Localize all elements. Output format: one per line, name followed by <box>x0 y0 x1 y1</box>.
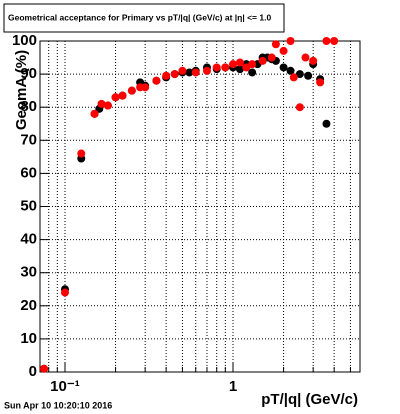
data-point <box>295 70 304 79</box>
data-point <box>127 86 136 95</box>
data-point <box>242 63 251 72</box>
data-point <box>235 65 244 74</box>
data-point <box>90 109 99 118</box>
data-point <box>185 68 194 77</box>
y-tick-label: 60 <box>20 164 37 181</box>
y-tick-label: 90 <box>20 65 37 82</box>
data-point <box>279 46 288 55</box>
y-tick-label: 80 <box>20 98 37 115</box>
title-box <box>3 3 285 33</box>
y-tick-label: 50 <box>20 197 37 214</box>
data-point <box>229 60 238 69</box>
data-point <box>141 83 150 92</box>
y-tick-label: 100 <box>12 32 37 49</box>
data-point <box>60 288 69 297</box>
y-tick-label: 40 <box>20 231 37 248</box>
y-tick-label: 10 <box>20 330 37 347</box>
data-point <box>178 66 187 75</box>
data-point <box>316 78 325 87</box>
data-point <box>267 53 276 62</box>
data-point <box>162 71 171 80</box>
data-point <box>111 93 120 102</box>
data-point <box>97 99 106 108</box>
data-point <box>271 40 280 49</box>
data-point <box>279 63 288 72</box>
data-point <box>248 68 257 77</box>
data-point <box>39 364 48 373</box>
chart-title: Geometrical acceptance for Primary vs pT… <box>8 12 271 22</box>
data-point <box>235 58 244 67</box>
x-axis-label: pT/|q| (GeV/c) <box>261 391 358 408</box>
x-tick-label: 1 <box>229 378 237 395</box>
data-point <box>286 66 295 75</box>
y-tick-label: 70 <box>20 131 37 148</box>
y-axis-label: GeomA (%) <box>13 50 30 130</box>
footer-date: Sun Apr 10 10:20:10 2016 <box>4 400 112 410</box>
data-point <box>289 73 298 82</box>
y-tick-label: 0 <box>29 363 37 380</box>
data-point <box>103 101 112 110</box>
data-point <box>322 37 331 45</box>
data-point <box>309 56 318 65</box>
data-point <box>330 37 339 45</box>
data-point <box>258 56 267 65</box>
data-point <box>202 66 211 75</box>
y-tick-label: 30 <box>20 264 37 281</box>
data-point <box>191 68 200 77</box>
data-point <box>248 60 257 69</box>
data-point <box>301 53 310 62</box>
data-point <box>77 149 86 158</box>
data-point <box>304 71 313 80</box>
data-point <box>322 119 331 128</box>
data-point <box>152 76 161 85</box>
data-point <box>286 37 295 45</box>
data-point <box>170 70 179 79</box>
data-point <box>212 63 221 72</box>
data-point <box>295 103 304 112</box>
data-point <box>221 63 230 72</box>
y-tick-label: 20 <box>20 297 37 314</box>
data-point <box>118 91 127 100</box>
x-tick-label: 10⁻¹ <box>50 378 80 395</box>
